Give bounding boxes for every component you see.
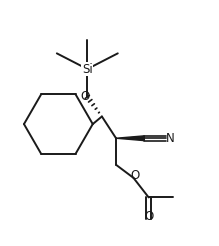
Text: O: O xyxy=(80,90,89,103)
Text: O: O xyxy=(130,169,139,182)
Text: Si: Si xyxy=(82,62,93,76)
Text: N: N xyxy=(166,132,174,145)
Polygon shape xyxy=(116,136,144,141)
Text: O: O xyxy=(144,210,153,223)
